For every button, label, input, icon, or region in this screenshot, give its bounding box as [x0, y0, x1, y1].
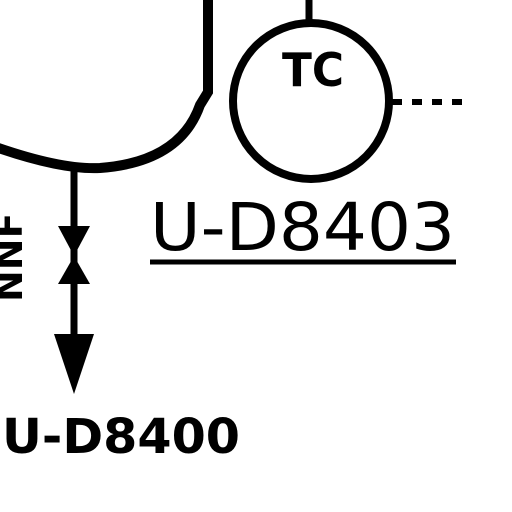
line-tag: U-D8400 [2, 409, 240, 465]
instrument-tag: U-D8403 [150, 189, 455, 266]
instrument-bubble [229, 19, 393, 183]
check-valve-icon [58, 226, 90, 256]
side-label: NNF [0, 212, 31, 302]
instrument-function-code: TC [282, 43, 344, 97]
check-valve-icon-lower [58, 256, 90, 284]
flow-arrow-down-icon [54, 334, 94, 394]
vessel-shell [0, 0, 213, 174]
